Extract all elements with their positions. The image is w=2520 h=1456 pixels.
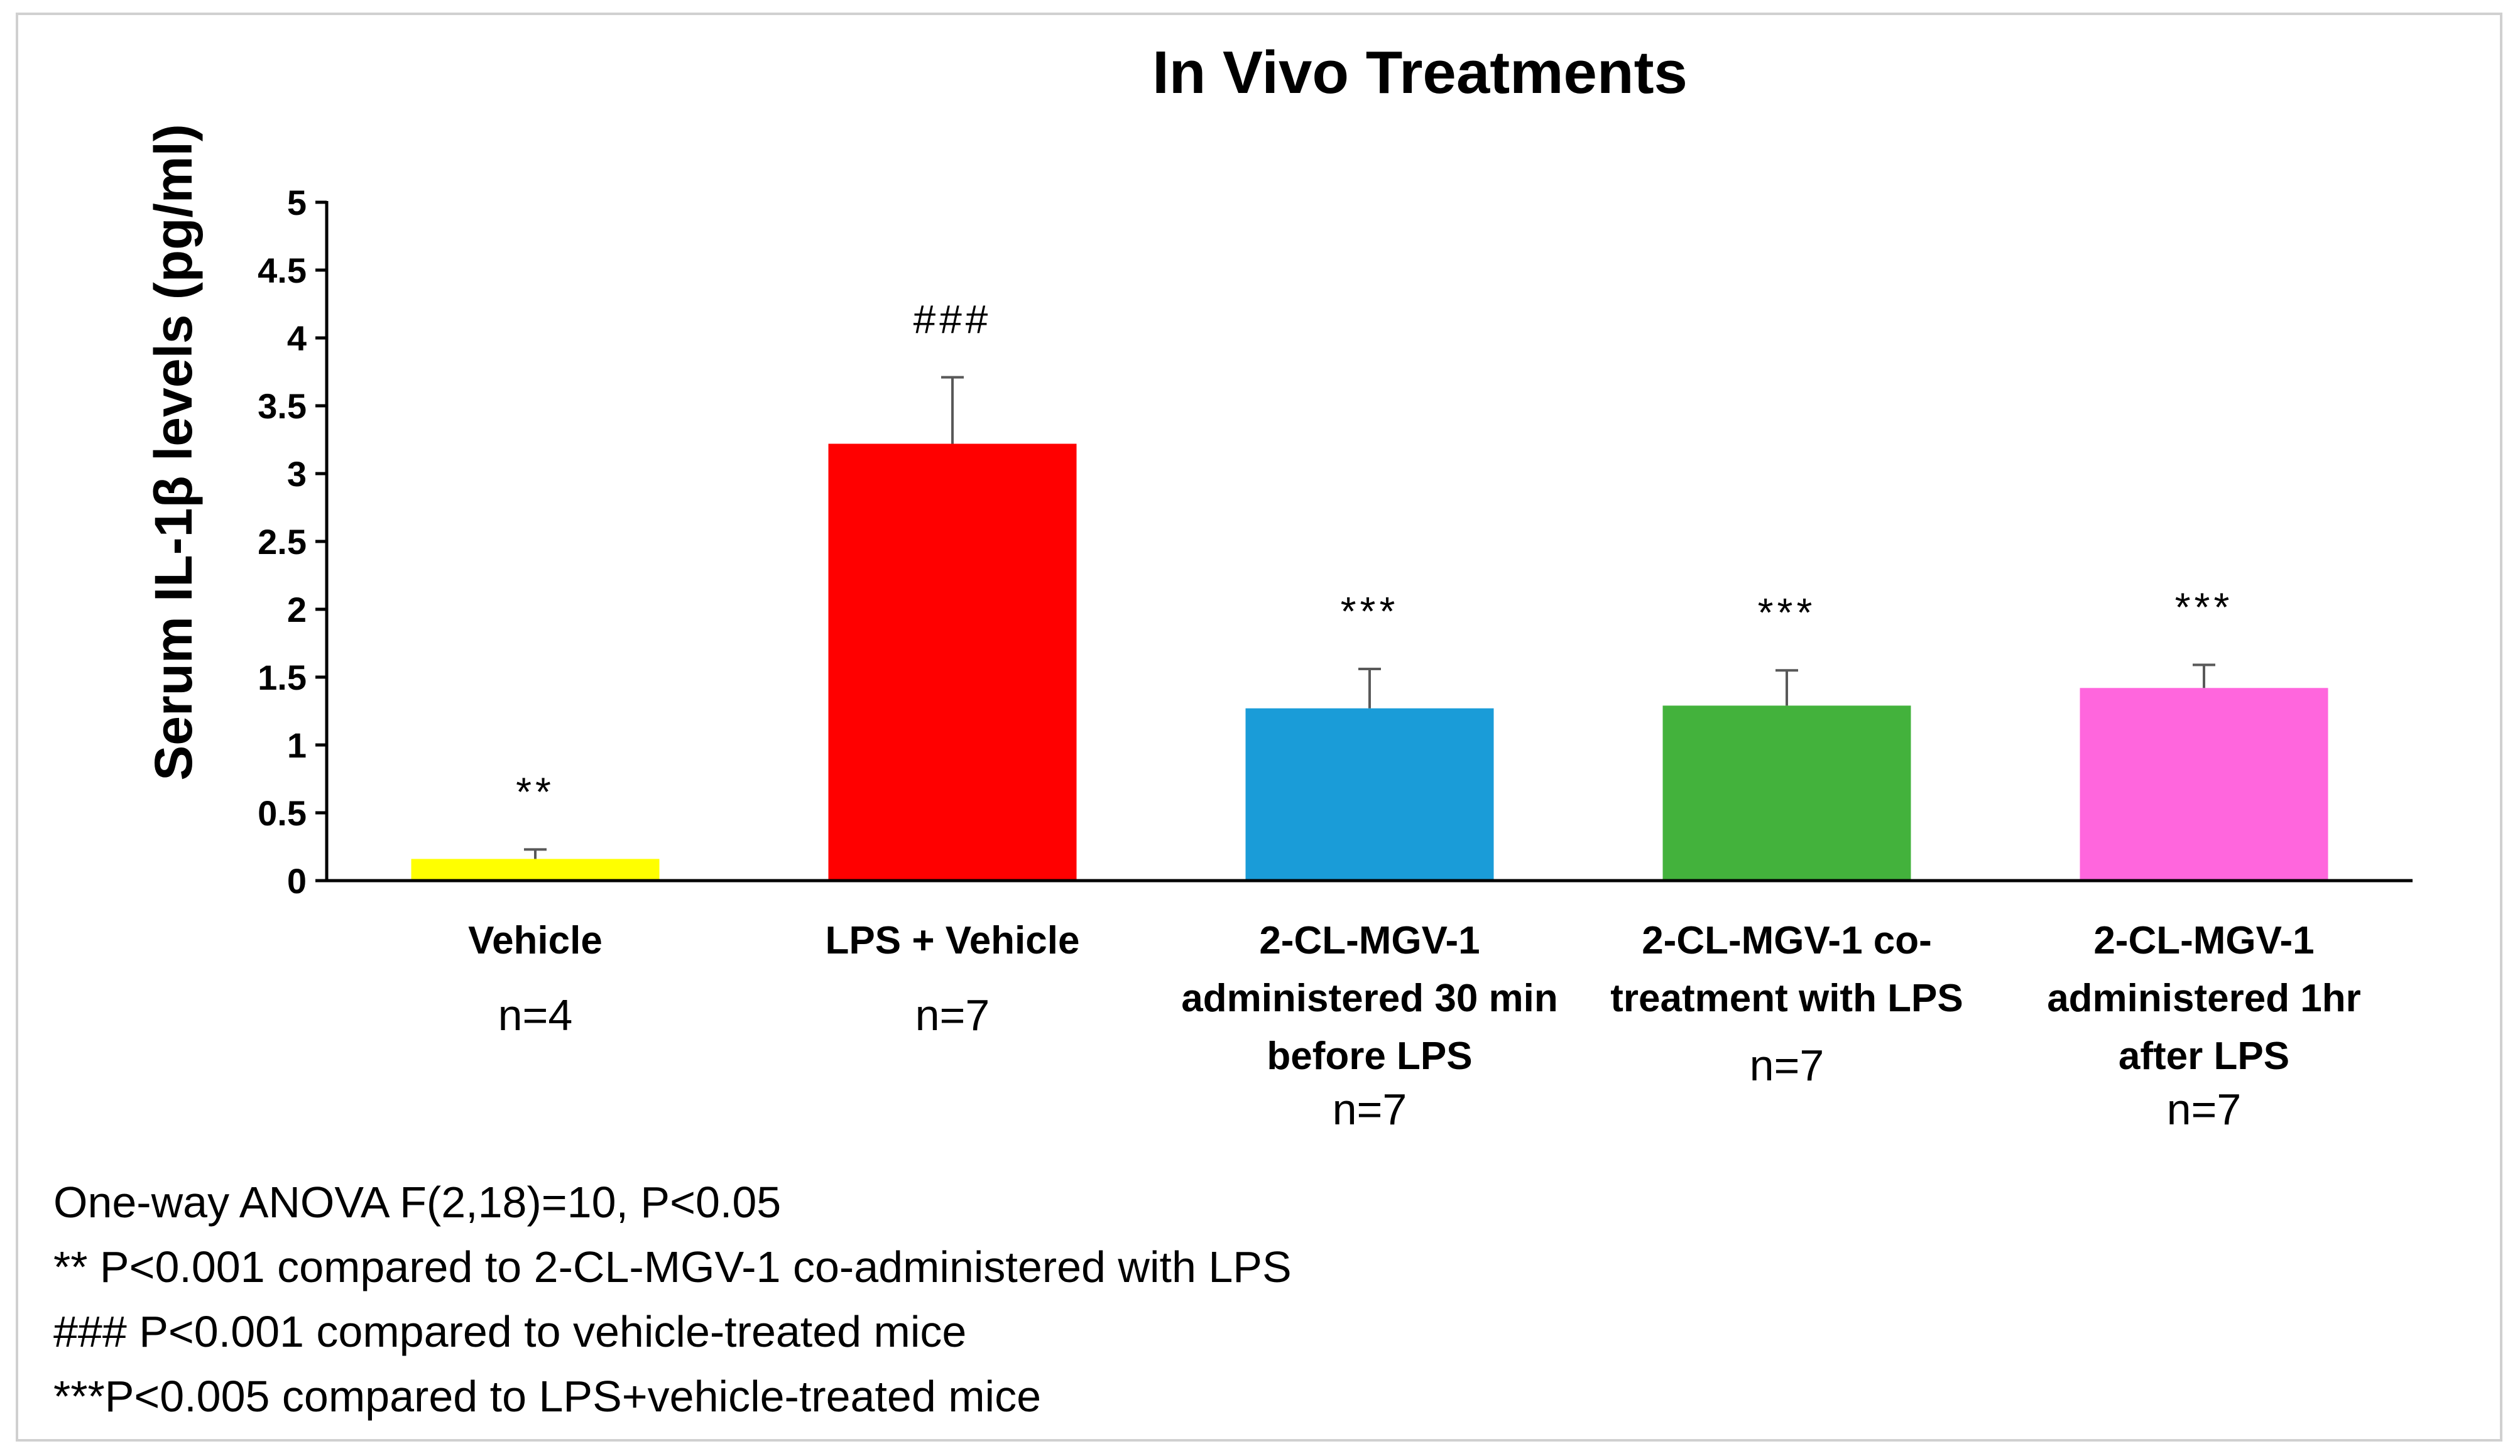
footnote-line: ***P<0.005 compared to LPS+vehicle-treat…: [53, 1372, 1041, 1421]
sample-size-label: n=7: [1750, 1041, 1825, 1090]
y-tick-label: 0.5: [258, 793, 307, 833]
category-label: administered 1hr: [2047, 977, 2361, 1020]
category-label: Vehicle: [468, 919, 603, 962]
significance-marker: ***: [1758, 590, 1816, 635]
category-label: 2-CL-MGV-1 co-: [1642, 919, 1932, 962]
y-tick-label: 4: [287, 318, 307, 358]
footnote-line: ### P<0.001 compared to vehicle-treated …: [53, 1307, 966, 1356]
footnote-line: ** P<0.001 compared to 2-CL-MGV-1 co-adm…: [53, 1242, 1292, 1291]
sample-size-label: n=4: [498, 991, 573, 1040]
y-tick-label: 4.5: [258, 251, 307, 290]
category-label: treatment with LPS: [1610, 977, 1963, 1020]
category-label: before LPS: [1267, 1035, 1472, 1078]
plot-area: 0 0.5 1 1.5 2 2.5 3 3.5 4 4.5 5 ** Vehicle n=4 ### LPS …: [258, 183, 2413, 1134]
significance-marker: ###: [914, 297, 992, 342]
chart-title: In Vivo Treatments: [1152, 39, 1688, 106]
category-label: 2-CL-MGV-1: [2093, 919, 2314, 962]
category-label: LPS + Vehicle: [826, 919, 1080, 962]
footnote-line: One-way ANOVA F(2,18)=10, P<0.05: [53, 1178, 781, 1227]
y-tick-label: 2: [287, 590, 307, 629]
bar: [1245, 708, 1494, 881]
significance-marker: **: [516, 769, 555, 814]
figure-frame: [16, 13, 2502, 1442]
bar: [828, 443, 1077, 881]
y-tick-label: 1.5: [258, 658, 307, 697]
sample-size-label: n=7: [915, 991, 990, 1040]
footnotes: One-way ANOVA F(2,18)=10, P<0.05 ** P<0.0…: [53, 1178, 1292, 1421]
y-tick-label: 3.5: [258, 386, 307, 426]
y-tick-label: 0: [287, 861, 307, 901]
y-tick-label: 1: [287, 725, 307, 765]
category-label: 2-CL-MGV-1: [1259, 919, 1480, 962]
significance-marker: ***: [2175, 585, 2234, 630]
y-tick-label: 5: [287, 183, 307, 222]
bar: [2080, 688, 2328, 881]
category-label: after LPS: [2119, 1035, 2289, 1078]
sample-size-label: n=7: [2167, 1085, 2242, 1134]
bar: [1662, 705, 1911, 881]
significance-marker: ***: [1341, 589, 1399, 634]
sample-size-label: n=7: [1333, 1085, 1407, 1134]
bar: [411, 859, 660, 881]
y-tick-label: 2.5: [258, 522, 307, 562]
y-axis-label: Serum IL-1β levels (pg/ml): [144, 124, 203, 781]
y-tick-label: 3: [287, 454, 307, 494]
category-label: administered 30 min: [1181, 977, 1558, 1020]
